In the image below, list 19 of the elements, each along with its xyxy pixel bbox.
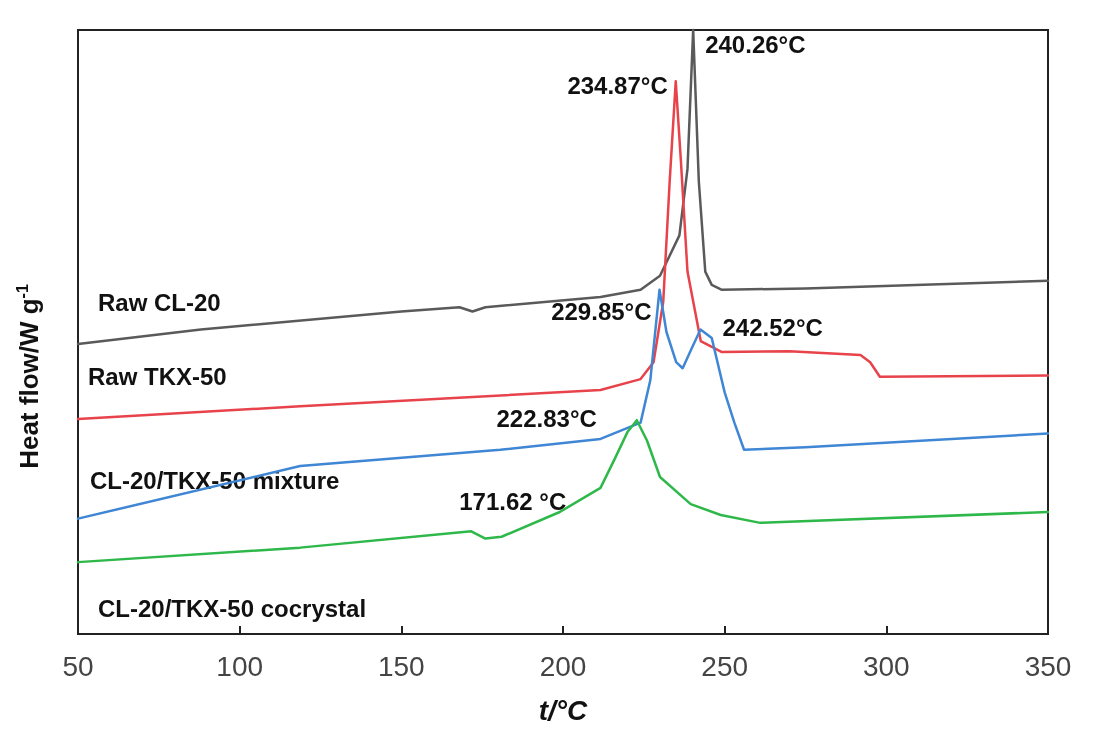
x-axis-title: t/°C	[538, 694, 589, 726]
annotation: 234.87°C	[567, 71, 668, 99]
series-label: CL-20/TKX-50 mixture	[90, 467, 340, 495]
y-axis-title: Heat flow/W g-1	[13, 284, 44, 469]
annotation: 229.85°C	[551, 298, 652, 326]
x-tick-label: 200	[539, 650, 587, 682]
series-label: Raw CL-20	[98, 288, 221, 316]
x-tick-label: 150	[377, 650, 425, 682]
annotation: 222.83°C	[496, 404, 597, 432]
x-tick-label: 50	[62, 650, 94, 682]
annotation: 242.52°C	[722, 314, 823, 342]
x-tick-label: 250	[701, 650, 749, 682]
x-tick-label: 300	[862, 650, 910, 682]
x-tick-label: 350	[1024, 650, 1072, 682]
annotation: 240.26°C	[705, 30, 806, 58]
series-label: Raw TKX-50	[88, 363, 227, 391]
series-label: CL-20/TKX-50 cocrystal	[98, 594, 367, 622]
annotation: 171.62 °C	[459, 487, 567, 515]
x-tick-label: 100	[216, 650, 264, 682]
